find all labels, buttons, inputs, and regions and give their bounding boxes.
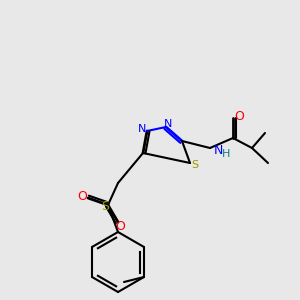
- Text: S: S: [101, 200, 109, 212]
- Text: H: H: [222, 149, 230, 159]
- Text: O: O: [234, 110, 244, 122]
- Text: N: N: [214, 143, 224, 157]
- Text: N: N: [138, 124, 146, 134]
- Text: O: O: [115, 220, 125, 233]
- Text: O: O: [77, 190, 87, 202]
- Text: S: S: [191, 160, 199, 170]
- Text: N: N: [164, 119, 172, 129]
